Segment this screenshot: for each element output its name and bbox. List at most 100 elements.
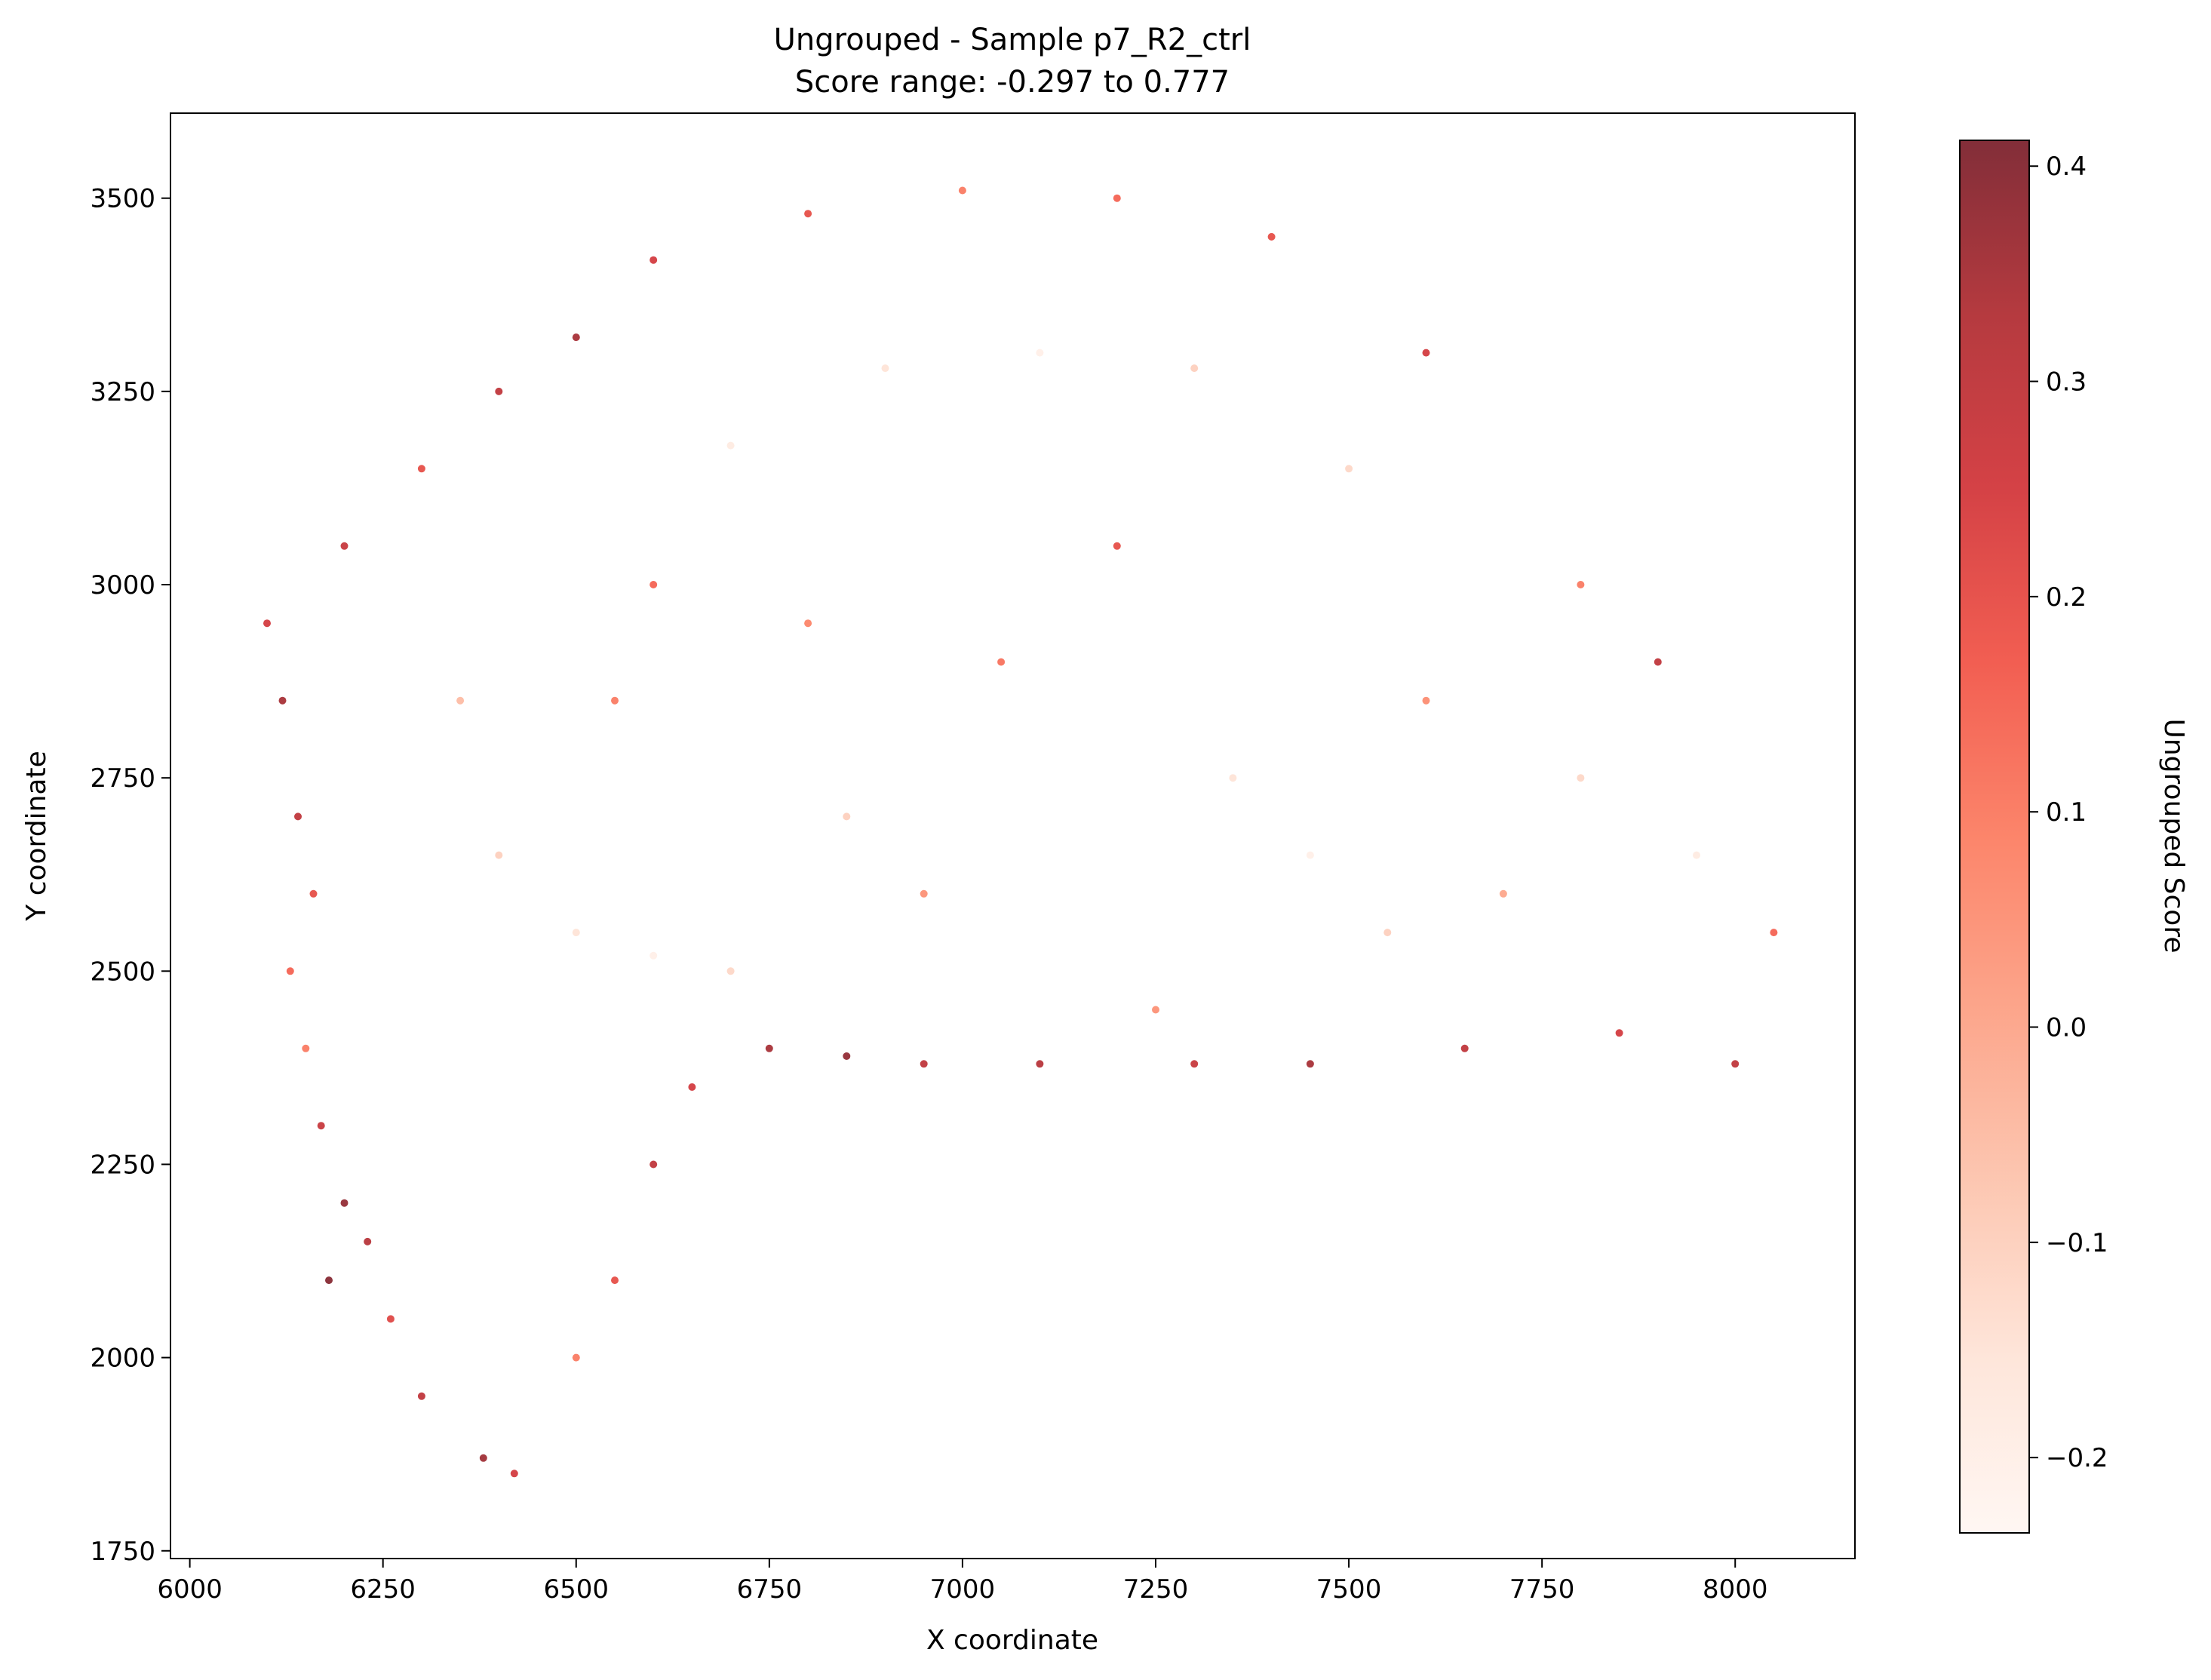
colorbar-label: Ungrouped Score bbox=[2158, 719, 2189, 954]
x-tick-label: 6500 bbox=[543, 1574, 609, 1605]
scatter-point bbox=[804, 619, 812, 628]
scatter-point bbox=[386, 1315, 395, 1323]
x-tick-label: 8000 bbox=[1703, 1574, 1768, 1605]
x-axis-ticks: 6000 6250 6500 6750 7000 7250 7500 7750 8000 bbox=[157, 1559, 1767, 1605]
chart-title: Ungrouped - Sample p7_R2_ctrl bbox=[774, 23, 1251, 57]
y-tick-label: 1750 bbox=[90, 1537, 155, 1567]
scatter-point bbox=[1499, 889, 1507, 898]
scatter-point bbox=[1152, 1006, 1159, 1014]
chart-subtitle: Score range: -0.297 to 0.777 bbox=[795, 65, 1230, 100]
scatter-point bbox=[572, 929, 580, 937]
scatter-point bbox=[649, 951, 658, 960]
scatter-point bbox=[1422, 696, 1430, 705]
scatter-point bbox=[1383, 929, 1392, 937]
scatter-point bbox=[765, 1044, 773, 1052]
scatter-point bbox=[1422, 349, 1430, 357]
y-tick-label: 3250 bbox=[90, 377, 155, 407]
y-tick-label: 3500 bbox=[90, 184, 155, 214]
colorbar-tick-label: 0.2 bbox=[2046, 582, 2087, 613]
scatter-point bbox=[1306, 851, 1314, 859]
scatter-point bbox=[804, 210, 812, 218]
scatter-point bbox=[1654, 658, 1662, 666]
colorbar bbox=[1960, 140, 2029, 1533]
colorbar-tick-label: 0.3 bbox=[2046, 367, 2087, 398]
scatter-point bbox=[1190, 364, 1199, 373]
scatter-point bbox=[417, 1392, 425, 1400]
x-tick-label: 6750 bbox=[737, 1574, 803, 1605]
scatter-point bbox=[364, 1237, 372, 1245]
colorbar-tick-label: 0.0 bbox=[2046, 1013, 2087, 1043]
scatter-point bbox=[286, 967, 294, 975]
scatter-point bbox=[1113, 542, 1121, 550]
x-tick-label: 7000 bbox=[930, 1574, 996, 1605]
y-tick-label: 3000 bbox=[90, 570, 155, 600]
scatter-point bbox=[1190, 1060, 1199, 1068]
scatter-point bbox=[920, 1060, 928, 1068]
scatter-point bbox=[417, 465, 425, 473]
scatter-point bbox=[479, 1454, 487, 1462]
scatter-point bbox=[456, 696, 465, 705]
scatter-point bbox=[340, 1199, 349, 1207]
scatter-point bbox=[1036, 349, 1044, 357]
scatter-point bbox=[649, 581, 658, 588]
scatter-point bbox=[1770, 929, 1778, 937]
scatter-point bbox=[1229, 774, 1237, 782]
y-tick-label: 2250 bbox=[90, 1150, 155, 1180]
scatter-point bbox=[920, 889, 928, 898]
x-tick-label: 6250 bbox=[350, 1574, 416, 1605]
y-axis-ticks: 1750 2000 2250 2500 2750 3000 3250 3500 bbox=[90, 184, 170, 1567]
scatter-point bbox=[649, 256, 658, 264]
scatter-point bbox=[649, 1160, 658, 1169]
scatter-point bbox=[1267, 232, 1276, 241]
scatter-point bbox=[611, 1276, 619, 1285]
scatter-point bbox=[688, 1083, 696, 1091]
colorbar-tick-label: −0.2 bbox=[2046, 1443, 2108, 1473]
scatter-point bbox=[611, 696, 619, 705]
y-tick-label: 2750 bbox=[90, 763, 155, 794]
scatter-point bbox=[317, 1122, 325, 1130]
colorbar-ticks: −0.2 −0.1 0.0 0.1 0.2 0.3 0.4 bbox=[2029, 152, 2108, 1473]
scatter-point bbox=[325, 1276, 333, 1285]
colorbar-tick-label: 0.1 bbox=[2046, 797, 2087, 828]
scatter-point bbox=[495, 851, 503, 859]
x-tick-label: 7250 bbox=[1123, 1574, 1189, 1605]
colorbar-tick-label: 0.4 bbox=[2046, 152, 2087, 182]
x-axis-label: X coordinate bbox=[926, 1625, 1098, 1656]
scatter-point bbox=[1615, 1029, 1623, 1037]
scatter-point bbox=[1731, 1060, 1740, 1068]
scatter-point bbox=[572, 333, 580, 342]
scatter-point bbox=[1577, 774, 1585, 782]
y-tick-label: 2500 bbox=[90, 957, 155, 987]
scatter-point bbox=[726, 967, 735, 975]
scatter-point bbox=[997, 658, 1006, 666]
colorbar-frame bbox=[1959, 140, 2030, 1534]
scatter-point bbox=[843, 812, 851, 821]
scatter-point bbox=[843, 1052, 851, 1060]
scatter-points bbox=[263, 186, 1778, 1478]
scatter-point bbox=[1693, 851, 1700, 859]
scatter-point bbox=[1345, 465, 1353, 473]
scatter-point bbox=[958, 186, 966, 195]
scatter-point bbox=[1306, 1060, 1314, 1068]
x-tick-label: 7750 bbox=[1509, 1574, 1575, 1605]
scatter-point bbox=[302, 1044, 310, 1052]
scatter-point bbox=[263, 619, 271, 628]
scatter-point bbox=[881, 364, 889, 373]
y-axis-label: Y coordinate bbox=[21, 751, 52, 921]
scatter-point bbox=[294, 812, 302, 821]
scatter-point bbox=[572, 1353, 580, 1362]
y-tick-label: 2000 bbox=[90, 1344, 155, 1374]
colorbar-tick-label: −0.1 bbox=[2046, 1228, 2108, 1258]
scatter-point bbox=[510, 1470, 518, 1478]
scatter-point bbox=[1036, 1060, 1044, 1068]
scatter-point bbox=[495, 387, 503, 395]
x-tick-label: 7500 bbox=[1316, 1574, 1382, 1605]
scatter-point bbox=[340, 542, 349, 550]
scatter-point bbox=[1577, 581, 1585, 588]
scatter-point bbox=[726, 441, 735, 450]
scatter-point bbox=[1460, 1044, 1469, 1052]
scatter-point bbox=[309, 889, 318, 898]
scatter-point bbox=[1113, 194, 1121, 202]
x-tick-label: 6000 bbox=[157, 1574, 223, 1605]
